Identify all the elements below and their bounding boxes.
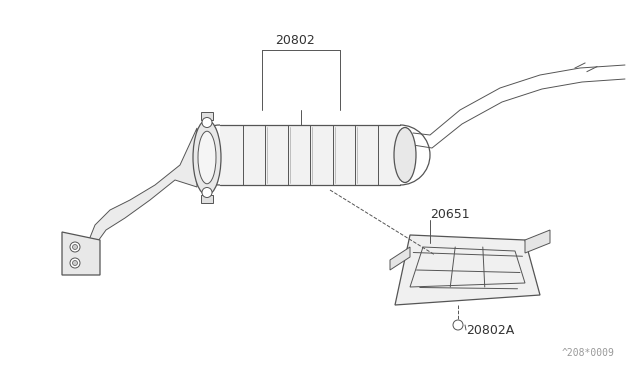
Text: 20802A: 20802A (466, 324, 515, 337)
Text: 20802: 20802 (275, 33, 315, 46)
Text: ^208*0009: ^208*0009 (562, 348, 615, 358)
Polygon shape (83, 128, 197, 270)
Polygon shape (220, 125, 400, 185)
Circle shape (202, 118, 212, 128)
Circle shape (70, 258, 80, 268)
Polygon shape (62, 232, 100, 275)
Polygon shape (390, 247, 410, 270)
Ellipse shape (394, 128, 416, 183)
Circle shape (72, 260, 77, 266)
Circle shape (202, 187, 212, 198)
Circle shape (70, 242, 80, 252)
Text: 20651: 20651 (430, 208, 470, 221)
Ellipse shape (193, 120, 221, 195)
Polygon shape (525, 230, 550, 253)
Polygon shape (395, 235, 540, 305)
Polygon shape (201, 112, 213, 120)
Polygon shape (201, 195, 213, 203)
Ellipse shape (198, 131, 216, 184)
Circle shape (453, 320, 463, 330)
Circle shape (72, 244, 77, 250)
